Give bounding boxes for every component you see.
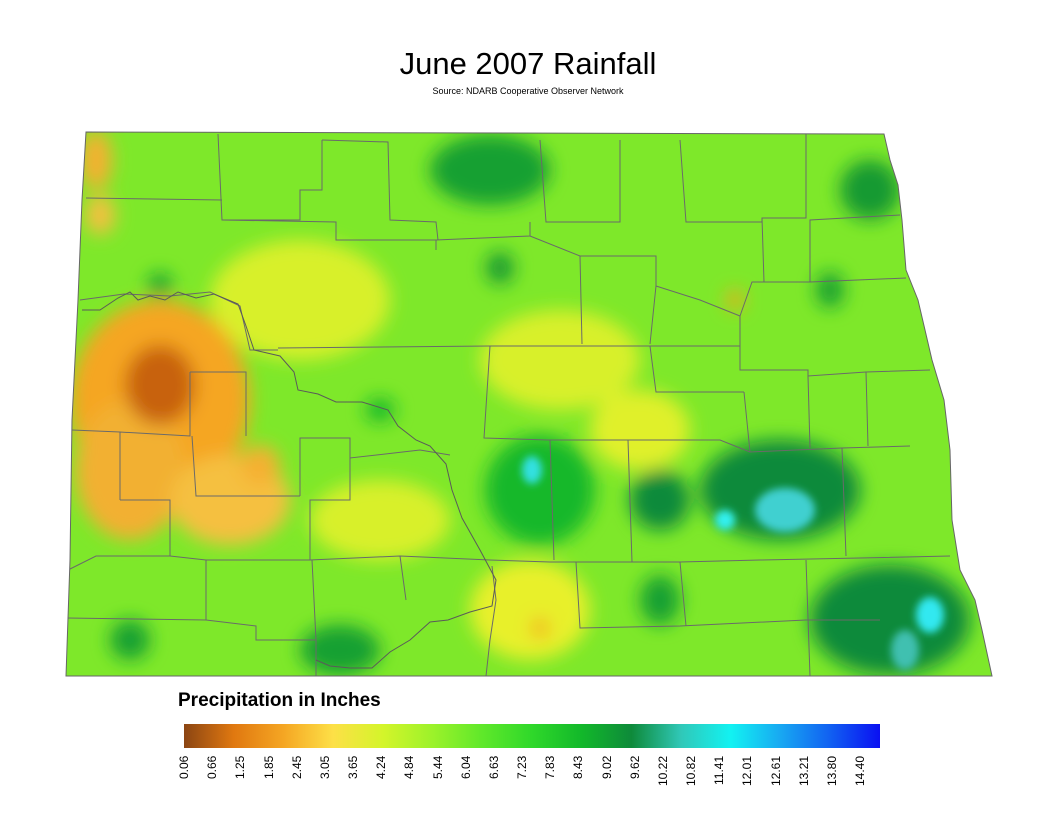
map-title: June 2007 Rainfall bbox=[399, 46, 657, 81]
county-line bbox=[119, 372, 191, 500]
river-line bbox=[82, 291, 497, 669]
wet-cores bbox=[522, 456, 944, 670]
legend-tick-label: 1.25 bbox=[233, 756, 248, 780]
county-line bbox=[71, 429, 121, 433]
county-line bbox=[627, 439, 633, 563]
legend-tick-label: 13.21 bbox=[796, 756, 811, 787]
county-boundaries bbox=[66, 133, 951, 676]
county-line bbox=[539, 139, 621, 223]
blob bbox=[240, 445, 280, 485]
county-line bbox=[221, 219, 437, 250]
blob bbox=[640, 575, 680, 625]
legend-tick-label: 13.80 bbox=[824, 756, 839, 787]
legend-tick-label: 12.01 bbox=[740, 756, 755, 787]
blob bbox=[310, 480, 450, 560]
blob bbox=[80, 132, 112, 190]
county-line bbox=[529, 235, 741, 317]
county-line bbox=[679, 561, 687, 627]
county-line bbox=[485, 565, 497, 676]
county-line bbox=[205, 619, 317, 676]
county-line bbox=[649, 285, 657, 345]
legend-tick-label: 14.40 bbox=[853, 756, 867, 787]
county-line bbox=[549, 439, 555, 561]
blob bbox=[486, 252, 514, 284]
legend-tick-label: 9.62 bbox=[627, 756, 642, 780]
county-line bbox=[299, 437, 451, 496]
blob bbox=[300, 625, 380, 675]
precip-field bbox=[66, 132, 992, 676]
county-line bbox=[277, 345, 740, 349]
county-line bbox=[805, 559, 811, 676]
legend-tick-label: 10.22 bbox=[655, 756, 670, 787]
blob bbox=[532, 618, 548, 638]
county-line bbox=[865, 371, 869, 447]
blob bbox=[125, 345, 195, 425]
county-line bbox=[579, 255, 583, 345]
legend-tick-label: 8.43 bbox=[571, 756, 586, 780]
legend-tick-label: 4.84 bbox=[402, 756, 417, 780]
legend-tick-label: 7.83 bbox=[543, 756, 558, 780]
county-line bbox=[311, 559, 317, 641]
blob bbox=[75, 400, 185, 540]
legend-tick-label: 12.61 bbox=[768, 756, 783, 787]
county-line bbox=[169, 555, 951, 563]
legend-tick-label: 5.44 bbox=[430, 756, 445, 780]
county-line bbox=[79, 291, 278, 351]
county-line bbox=[190, 371, 247, 436]
county-line bbox=[85, 197, 223, 201]
blob bbox=[810, 565, 970, 675]
county-line bbox=[649, 345, 744, 393]
county-line bbox=[399, 555, 407, 601]
county-line bbox=[309, 458, 351, 560]
legend-tick-label: 0.66 bbox=[205, 756, 220, 780]
legend-tick-label: 1.85 bbox=[261, 756, 276, 780]
county-line bbox=[807, 375, 811, 449]
legend-tick-label: 3.65 bbox=[346, 756, 360, 780]
blob bbox=[522, 456, 542, 484]
county-line bbox=[739, 316, 931, 377]
county-line bbox=[841, 447, 847, 557]
rainfall-map bbox=[65, 131, 993, 677]
legend-tick-label: 4.24 bbox=[374, 756, 389, 780]
county-line bbox=[191, 435, 300, 497]
blob bbox=[480, 310, 640, 410]
blob bbox=[590, 390, 690, 470]
map-subtitle: Source: NDARB Cooperative Observer Netwo… bbox=[432, 86, 624, 96]
legend-color-bar bbox=[184, 724, 880, 748]
county-line bbox=[321, 139, 439, 241]
legend-tick-label: 3.05 bbox=[317, 756, 332, 780]
legend-tick-label: 7.23 bbox=[515, 756, 529, 780]
blob bbox=[485, 435, 595, 545]
blob bbox=[727, 290, 743, 310]
blob bbox=[816, 272, 844, 308]
blob bbox=[470, 560, 590, 660]
county-line bbox=[217, 133, 323, 221]
legend-tick-label: 6.63 bbox=[486, 756, 501, 780]
county-line bbox=[575, 561, 880, 629]
blob bbox=[210, 240, 390, 360]
blob bbox=[110, 620, 150, 660]
legend-tick-label: 11.41 bbox=[712, 756, 727, 786]
legend-tick-label: 6.04 bbox=[458, 756, 473, 780]
county-line bbox=[743, 391, 911, 453]
legend-title: Precipitation in Inches bbox=[178, 690, 381, 711]
blob bbox=[891, 630, 919, 670]
legend-tick-label: 10.82 bbox=[684, 756, 698, 787]
blob bbox=[365, 398, 395, 422]
blob bbox=[148, 273, 172, 297]
county-line bbox=[809, 277, 907, 283]
county-line bbox=[739, 281, 764, 317]
blob bbox=[755, 488, 815, 532]
blob bbox=[85, 195, 115, 235]
legend-tick-label: 9.02 bbox=[599, 756, 614, 780]
blob bbox=[430, 135, 550, 205]
blob bbox=[840, 160, 900, 220]
blob bbox=[630, 470, 690, 530]
blob bbox=[715, 510, 735, 530]
legend-tick-label: 2.45 bbox=[289, 756, 304, 780]
blob bbox=[916, 597, 944, 633]
legend-tick-label: 0.06 bbox=[177, 756, 191, 780]
